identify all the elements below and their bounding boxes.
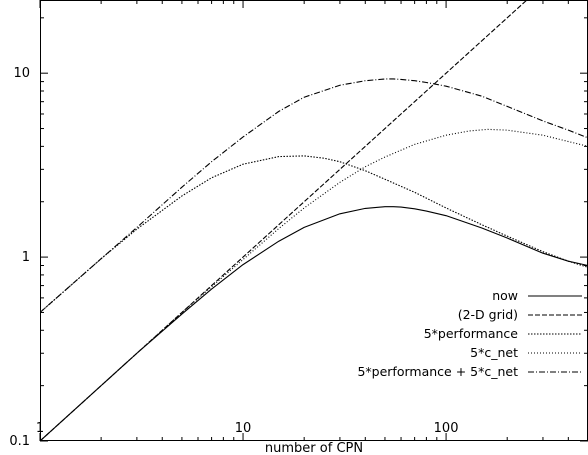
series-line-4 bbox=[40, 128, 588, 441]
x-tick-label: 10 bbox=[235, 421, 252, 436]
legend-label: now bbox=[492, 288, 518, 303]
series-line-5 bbox=[40, 78, 588, 313]
y-tick-label: 0.1 bbox=[9, 434, 30, 449]
x-tick-label: 1 bbox=[36, 421, 44, 436]
x-tick-label: 100 bbox=[434, 421, 459, 436]
series-line-1 bbox=[40, 206, 588, 441]
legend-label: 5*performance + 5*c_net bbox=[357, 364, 518, 379]
legend-label: 5*c_net bbox=[470, 345, 518, 360]
x-axis-title: number of CPN bbox=[265, 441, 363, 455]
y-tick-label: 1 bbox=[22, 250, 30, 265]
series-lines bbox=[40, 0, 588, 441]
legend: now (2-D grid) 5*performance 5*c_net 5*perfo… bbox=[357, 288, 582, 379]
axis-ticks: 1 10 100 0.1 1 10 bbox=[9, 0, 588, 449]
series-line-3 bbox=[40, 155, 588, 313]
y-tick-label: 10 bbox=[13, 66, 30, 81]
legend-label: (2-D grid) bbox=[458, 307, 518, 322]
legend-label: 5*performance bbox=[424, 326, 519, 341]
